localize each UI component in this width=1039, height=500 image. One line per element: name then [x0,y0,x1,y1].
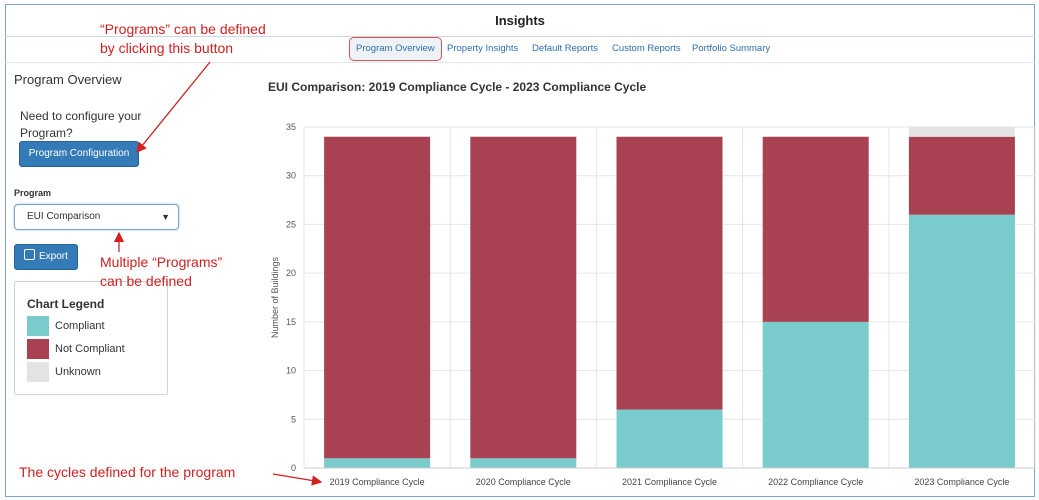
bar-compliant [470,458,577,468]
x-tick-label: 2020 Compliance Cycle [476,477,571,487]
export-icon [24,249,35,260]
config-prompt: Need to configure your Program? [20,109,142,140]
annotation-multiple-line2: can be defined [100,273,192,289]
y-axis-label: Number of Buildings [270,256,280,338]
y-tick-label: 35 [286,122,296,132]
annotation-multiple-line1: Multiple “Programs” [100,254,223,270]
legend-swatch [27,339,49,359]
legend-swatch [27,316,49,336]
sidebar-title: Program Overview [14,72,122,87]
bar-unknown [908,127,1015,137]
tab-property-insights[interactable]: Property Insights [447,43,519,54]
bar-not-compliant [908,136,1015,215]
tab-default-reports[interactable]: Default Reports [532,43,599,54]
tab-program-overview[interactable]: Program Overview [349,37,442,61]
annotation-programs-line1: “Programs” can be defined [100,21,266,37]
tab-bar: Program Overview Property Insights Defau… [5,37,1035,63]
bar-compliant [324,458,431,468]
tab-custom-reports[interactable]: Custom Reports [612,43,681,54]
chart-title: EUI Comparison: 2019 Compliance Cycle - … [268,80,647,94]
export-label: Export [39,251,68,262]
y-tick-label: 30 [286,171,296,181]
annotation-cycles: The cycles defined for the program [19,464,236,480]
export-button[interactable]: Export [14,244,78,270]
program-select[interactable]: EUI Comparison ▼ [14,204,179,230]
legend-label: Not Compliant [55,343,125,355]
chevron-down-icon: ▼ [161,212,170,222]
y-tick-label: 5 [291,414,296,424]
x-tick-label: 2019 Compliance Cycle [330,477,425,487]
program-configuration-button[interactable]: Program Configuration [19,141,139,167]
bar-not-compliant [324,136,431,459]
y-tick-label: 25 [286,219,296,229]
bar-not-compliant [762,136,869,322]
bar-compliant [616,409,723,468]
x-tick-label: 2022 Compliance Cycle [768,477,863,487]
legend-label: Compliant [55,320,105,332]
y-tick-label: 10 [286,366,296,376]
page-title: Insights [495,13,545,28]
x-tick-label: 2021 Compliance Cycle [622,477,717,487]
app-header: Insights [5,5,1035,37]
legend-label: Unknown [55,366,101,378]
bar-not-compliant [470,136,577,459]
tab-portfolio-summary[interactable]: Portfolio Summary [692,43,771,54]
bar-not-compliant [616,136,723,410]
program-label: Program [14,188,52,198]
chart-legend: Chart Legend Compliant Not Compliant Unk… [14,281,168,395]
bar-compliant [762,321,869,468]
y-tick-label: 15 [286,317,296,327]
legend-title: Chart Legend [27,297,105,311]
annotation-programs-line2: by clicking this button [100,40,234,56]
program-select-value: EUI Comparison [27,211,101,222]
bar-compliant [908,214,1015,468]
x-tick-label: 2023 Compliance Cycle [914,477,1009,487]
legend-swatch [27,362,49,382]
y-tick-label: 20 [286,268,296,278]
y-tick-label: 0 [291,463,296,473]
